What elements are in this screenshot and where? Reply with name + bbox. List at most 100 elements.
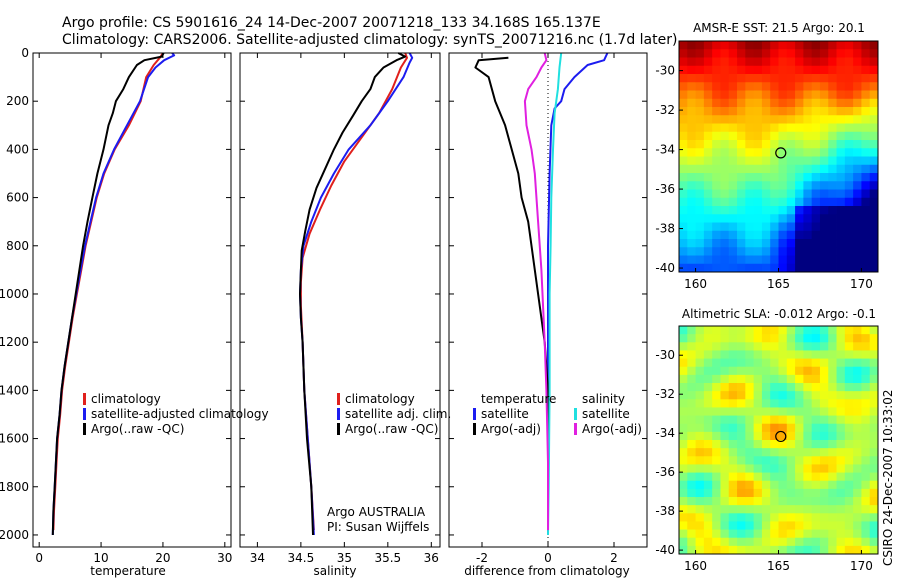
sla-map-cell: [753, 374, 763, 384]
sla-map-cell: [703, 537, 713, 547]
sst-map-cell: [712, 41, 721, 50]
sst-map-cell: [853, 140, 862, 149]
sla-map-cell: [695, 431, 705, 441]
sst-map-cell: [786, 90, 796, 100]
sla-map-cell: [844, 326, 854, 335]
sla-map-cell: [728, 326, 738, 335]
sla-map-cell: [745, 488, 755, 498]
sla-map-cell: [695, 358, 705, 368]
sst-map-cell: [753, 82, 763, 91]
sla-map-cell: [836, 431, 846, 441]
sst-map-cell: [853, 115, 862, 124]
sla-map-cell: [803, 326, 813, 335]
sla-map-cell: [836, 358, 846, 368]
salinity-x-tick-label: 35.5: [374, 551, 401, 565]
sst-map-cell: [687, 90, 696, 100]
sla-map-cell: [786, 350, 796, 359]
sst-map-cell: [720, 173, 730, 182]
sst-map-cell: [679, 140, 688, 149]
sla-map-cell: [728, 407, 738, 416]
sst-map-cell: [687, 98, 696, 108]
sla-map-cell: [770, 464, 779, 473]
sla-map-cell: [795, 480, 804, 490]
sla-map-cell: [803, 342, 813, 351]
sla-map-cell: [803, 334, 813, 343]
sst-map-cell: [745, 57, 755, 67]
sst-map-cell: [761, 189, 771, 199]
sla-map-cell: [728, 383, 738, 392]
sla-map-cell: [786, 505, 796, 514]
sst-map-cell: [745, 82, 755, 91]
sla-map-cell: [737, 456, 746, 465]
sla-map-cell: [695, 440, 705, 449]
sst-map-cell: [828, 49, 837, 58]
sla-map-cell: [819, 521, 829, 530]
depth-tick-label: 1400: [0, 383, 29, 397]
sla-map-cell: [737, 366, 746, 376]
sla-map-cell: [687, 497, 696, 506]
sst-map-cell: [861, 189, 871, 199]
sst-map-cell: [836, 173, 846, 182]
sst-map-cell: [803, 82, 813, 91]
sst-map-cell: [778, 230, 788, 240]
sst-map-cell: [737, 181, 746, 190]
sla-map-cell: [745, 440, 755, 449]
sst-map-cell: [778, 65, 788, 75]
sla-map-cell: [728, 334, 738, 343]
sst-map-cell: [828, 164, 837, 174]
sst-map-cell: [770, 115, 779, 124]
sla-map-cell: [836, 440, 846, 449]
sla-map-cell: [861, 537, 871, 547]
sst-map-cell: [861, 140, 871, 149]
sst-map-cell: [687, 189, 696, 199]
sla-map-cell: [828, 350, 837, 359]
sla-map-cell: [795, 391, 804, 400]
sst-map-cell: [795, 57, 804, 67]
sst-map-cell: [861, 115, 871, 124]
sst-map-cell: [728, 156, 738, 166]
legend-swatch-satellite: [83, 408, 86, 420]
sla-map-cell: [844, 407, 854, 416]
sla-map-cell: [720, 399, 730, 408]
sla-map-cell: [720, 326, 730, 335]
sst-map-cell: [844, 197, 854, 207]
sla-map-cell: [861, 399, 871, 408]
sla-map-cell: [828, 456, 837, 465]
sla-map-cell: [770, 521, 779, 530]
sla-map-cell: [745, 537, 755, 547]
sst-map-cell: [853, 197, 862, 207]
sla-map-cell: [828, 399, 837, 408]
sst-map-cell: [745, 148, 755, 157]
sla-map-cell: [720, 374, 730, 384]
sla-map-cell: [869, 374, 879, 384]
depth-tick-label: 2000: [0, 528, 29, 542]
legend-label-temp-satellite: satellite: [481, 407, 529, 421]
sst-map-cell: [778, 82, 788, 91]
sla-map-cell: [836, 480, 846, 490]
sla-map-cell: [703, 529, 713, 539]
sst-map-cell: [687, 230, 696, 240]
sst-map-cell: [786, 57, 796, 67]
sla-map-cell: [819, 358, 829, 368]
sst-map-cell: [786, 148, 796, 157]
temperature-x-tick-label: 30: [217, 551, 232, 565]
sla-map-cell: [753, 415, 763, 425]
sla-map-cell: [761, 326, 771, 335]
sla-map-cell: [703, 415, 713, 425]
sst-map-cell: [703, 82, 713, 91]
sst-map-cell: [770, 49, 779, 58]
sst-map-cell: [778, 107, 788, 116]
sla-map-cell: [811, 545, 821, 555]
sla-map-cell: [869, 545, 879, 555]
sst-map-cell: [770, 214, 779, 223]
sst-map-cell: [770, 206, 779, 215]
sst-map-cell: [770, 173, 779, 182]
sst-map-cell: [853, 222, 862, 232]
sla-map-lat-tick-label: -34: [655, 426, 675, 440]
sla-map-cell: [770, 431, 779, 441]
sla-map-cell: [679, 505, 688, 514]
sla-map-cell: [811, 456, 821, 465]
sla-map-cell: [720, 505, 730, 514]
sla-map-cell: [687, 480, 696, 490]
sst-map-cell: [761, 57, 771, 67]
